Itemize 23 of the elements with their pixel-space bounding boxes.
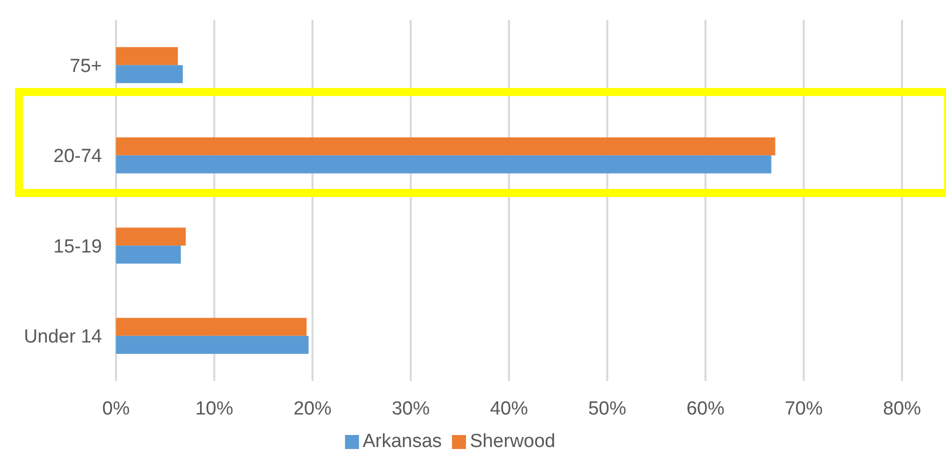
- x-tick-label: 50%: [588, 398, 626, 420]
- x-tick-label: 60%: [686, 398, 725, 420]
- bar: [116, 65, 183, 84]
- y-tick-label: 15-19: [53, 236, 102, 258]
- bar: [116, 336, 309, 354]
- y-tick-label: 20-74: [53, 146, 102, 168]
- bar: [116, 47, 178, 66]
- x-tick-label: 40%: [490, 398, 528, 420]
- bar: [116, 228, 186, 246]
- legend-label: Arkansas: [362, 431, 442, 452]
- x-tick-label: 70%: [784, 398, 823, 420]
- bar: [116, 318, 307, 336]
- bar: [116, 155, 772, 174]
- y-tick-label: 75+: [70, 56, 102, 77]
- y-tick-label: Under 14: [24, 326, 102, 348]
- bar: [116, 137, 776, 156]
- x-tick-label: 30%: [392, 398, 430, 420]
- x-tick-label: 0%: [102, 398, 130, 420]
- legend-label: Sherwood: [470, 431, 556, 452]
- x-tick-label: 80%: [882, 398, 922, 420]
- bar: [116, 246, 181, 264]
- x-tick-label: 20%: [293, 398, 332, 420]
- x-tick-label: 10%: [195, 398, 234, 420]
